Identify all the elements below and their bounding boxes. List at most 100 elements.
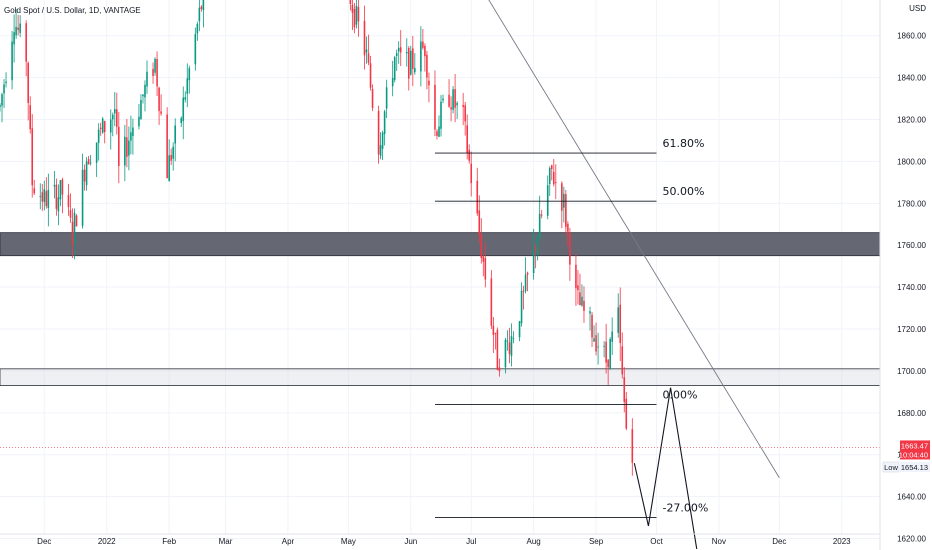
candle-down: [496, 329, 499, 370]
candle-up: [589, 311, 591, 314]
candle-up: [198, 7, 201, 22]
candle-down: [534, 246, 537, 252]
candle-up: [144, 84, 146, 98]
candle-down: [492, 325, 495, 336]
candle-up: [186, 78, 189, 94]
candle-up: [603, 345, 605, 347]
candle-up: [391, 78, 394, 87]
candle-up: [414, 68, 416, 73]
candle-up: [180, 117, 183, 124]
candle-up: [609, 339, 611, 370]
price-tick-label: 1760.00: [897, 241, 926, 250]
time-tick-label: Aug: [527, 537, 541, 546]
candle-down: [170, 155, 172, 161]
candle-up: [53, 185, 56, 187]
candle-down: [67, 194, 70, 208]
candle-down: [621, 346, 624, 375]
candle-down: [369, 63, 372, 88]
candle-down: [478, 210, 481, 235]
candle-up: [420, 41, 422, 72]
candle-up: [381, 132, 384, 149]
candle-down: [450, 107, 452, 110]
candle-up: [13, 32, 15, 45]
candle-up: [128, 140, 130, 156]
candle-down: [619, 304, 622, 343]
zone-support-1700: [0, 368, 881, 386]
price-axis[interactable]: USD1620.001640.001660.001680.001700.0017…: [879, 0, 930, 550]
candle-down: [357, 7, 360, 22]
candles: [0, 0, 634, 476]
candle-up: [15, 26, 17, 36]
candle-up: [397, 47, 400, 52]
candle-down: [31, 128, 34, 186]
candle-up: [393, 57, 396, 81]
candle-down: [565, 194, 567, 227]
candle-up: [140, 100, 142, 120]
candle-up: [124, 136, 126, 166]
currency-label: USD: [909, 4, 926, 13]
candle-up: [132, 127, 134, 136]
time-tick-label: 2023: [833, 537, 851, 546]
candle-up: [506, 340, 509, 342]
candle-up: [518, 321, 521, 338]
candle-down: [424, 45, 426, 57]
candle-up: [410, 50, 412, 75]
price-tick-label: 1780.00: [897, 199, 926, 208]
last-price-countdown: 10:04:40: [899, 450, 928, 459]
candle-down: [595, 335, 597, 352]
fib-label: 61.80%: [662, 137, 704, 150]
candle-up: [438, 126, 440, 137]
candle-down: [540, 214, 543, 216]
time-tick-label: Dec: [37, 537, 51, 546]
candle-up: [383, 111, 386, 135]
candle-up: [154, 58, 156, 73]
time-tick-label: Feb: [162, 537, 176, 546]
candle-up: [611, 331, 613, 342]
last-price-badge: [900, 440, 930, 460]
candle-up: [1, 94, 3, 106]
candle-down: [29, 105, 32, 130]
price-tick-label: 1820.00: [897, 116, 926, 125]
candle-up: [365, 49, 368, 53]
candle-down: [422, 41, 424, 48]
candle-up: [532, 246, 535, 274]
candle-up: [168, 155, 170, 182]
candle-up: [81, 169, 84, 226]
candle-down: [577, 285, 579, 291]
candle-down: [103, 121, 106, 133]
candle-up: [524, 274, 527, 292]
candle-down: [87, 159, 90, 165]
candle-down: [436, 131, 438, 136]
candle-up: [202, 0, 205, 11]
candle-down: [625, 398, 628, 429]
low-badge: [900, 462, 930, 473]
candle-down: [351, 4, 354, 13]
candle-down: [25, 23, 27, 62]
candle-up: [19, 23, 21, 33]
candle-down: [45, 191, 48, 207]
candle-down: [454, 89, 456, 108]
candle-down: [494, 333, 497, 334]
candle-down: [156, 58, 158, 87]
zone-support-1760: [0, 232, 881, 257]
candle-up: [355, 5, 358, 25]
candle-up: [442, 98, 444, 101]
candle-up: [184, 97, 187, 100]
candle-up: [172, 146, 174, 159]
candle-down: [41, 192, 44, 202]
candle-down: [464, 105, 466, 122]
candle-up: [130, 132, 132, 141]
candle-up: [548, 167, 551, 185]
candle-up: [520, 290, 523, 324]
candle-down: [75, 215, 78, 227]
candle-up: [109, 119, 112, 133]
candle-down: [554, 182, 557, 184]
candle-up: [194, 33, 197, 65]
candle-up: [138, 116, 140, 127]
candle-down: [412, 48, 414, 69]
candle-up: [47, 189, 50, 209]
price-tick-label: 1720.00: [897, 325, 926, 334]
time-axis[interactable]: Dec 2022 Feb Mar Apr May Jun Jul Aug Sep Oct Nov Dec…: [0, 533, 880, 546]
projection-path: [633, 387, 698, 550]
